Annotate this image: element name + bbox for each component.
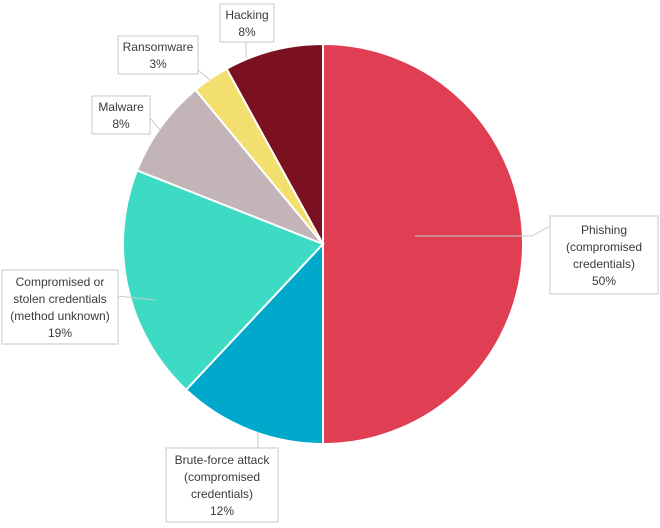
callout-hacking: Hacking 8% <box>219 3 275 58</box>
slice-category-label: stolen credentials <box>13 292 106 306</box>
slice-value-label: 8% <box>112 117 130 131</box>
slice-value-label: 8% <box>238 25 256 39</box>
slice-value-label: 19% <box>48 326 72 340</box>
slice-category-label: Phishing <box>581 223 627 237</box>
callout-box <box>549 215 659 295</box>
slice-category-label: Ransomware <box>123 40 194 54</box>
callout-ransomware: Ransomware 3% <box>117 35 211 81</box>
callout-phishing: Phishing (compromised credentials) 50% <box>415 215 659 295</box>
callout-brute-force-attack: Brute-force attack (compromised credential… <box>165 432 279 523</box>
callout-compromised-or: Compromised or stolen credentials (method … <box>1 269 156 345</box>
callout-box <box>117 35 199 75</box>
slice-category-label: Hacking <box>225 8 268 22</box>
pie-slices <box>122 42 524 446</box>
slice-category-label: credentials) <box>573 257 635 271</box>
callout-malware: Malware 8% <box>91 95 161 135</box>
slice-category-label: Malware <box>98 100 144 114</box>
slice-category-label: Brute-force attack <box>175 453 271 467</box>
slice-category-label: (compromised <box>566 240 642 254</box>
callout-box <box>165 447 279 523</box>
pie-slice-phishing <box>322 42 524 446</box>
callout-box <box>91 95 151 135</box>
slice-value-label: 12% <box>210 504 234 518</box>
slice-category-label: (compromised <box>184 470 260 484</box>
leader-line <box>117 295 156 301</box>
slice-category-label: Compromised or <box>16 275 105 289</box>
leader-line <box>149 117 161 131</box>
pie-slice-hacking <box>225 42 324 245</box>
pie-slice-malware <box>135 88 324 245</box>
slice-value-label: 50% <box>592 274 616 288</box>
pie-callouts: Phishing (compromised credentials) 50% Brute… <box>1 3 659 523</box>
slice-category-label: credentials) <box>191 487 253 501</box>
leader-line <box>415 225 551 237</box>
callout-box <box>1 269 119 345</box>
slice-value-label: 3% <box>149 57 167 71</box>
leader-line <box>197 69 211 81</box>
slice-category-label: (method unknown) <box>10 309 109 323</box>
callout-box <box>219 3 275 43</box>
pie-slice-brute-force-attack <box>184 241 324 446</box>
